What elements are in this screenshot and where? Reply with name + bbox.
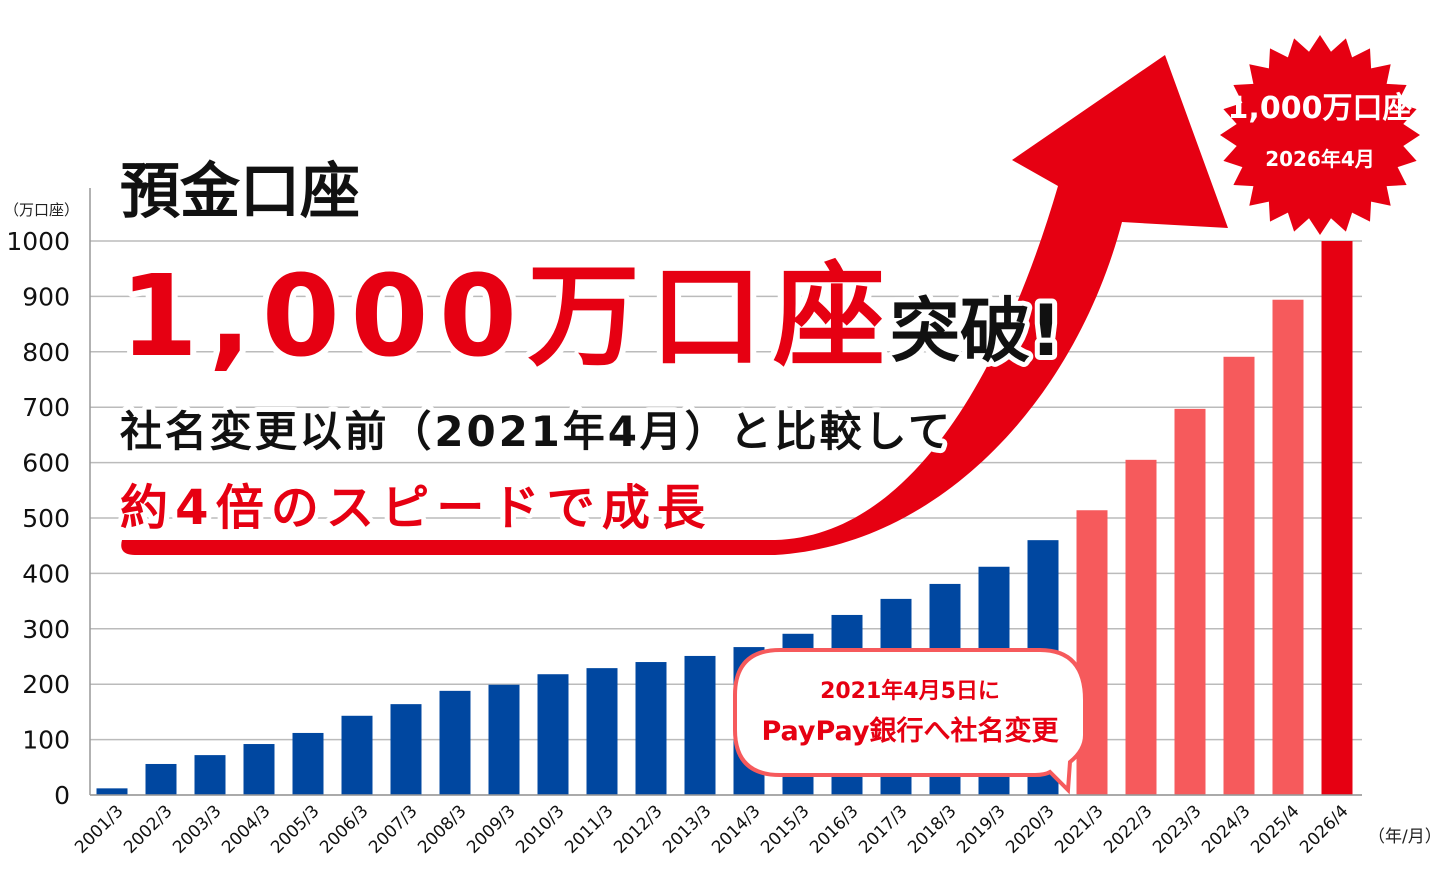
x-tick-label: 2001/3: [71, 801, 127, 857]
badge-text: 1,000万口座: [1228, 91, 1413, 126]
x-tick-label: 2013/3: [659, 801, 715, 857]
x-tick-label: 2023/3: [1149, 801, 1205, 857]
bar: [1125, 459, 1157, 795]
x-tick-label: 2019/3: [953, 801, 1009, 857]
bar: [243, 744, 275, 795]
y-tick-label: 200: [22, 670, 70, 699]
bar: [96, 788, 128, 795]
x-tick-label: 2009/3: [463, 801, 519, 857]
headline-big: 1,000万口座: [120, 252, 885, 382]
x-tick-label: 2021/3: [1051, 801, 1107, 857]
bar: [194, 755, 226, 795]
x-tick-label: 2002/3: [120, 801, 176, 857]
bar: [586, 668, 618, 795]
subline: 社名変更以前（2021年4月）と比較して: [120, 407, 950, 456]
callout-text: 2021年4月5日に: [820, 678, 1000, 704]
x-tick-label: 2026/4: [1296, 801, 1352, 857]
x-tick-label: 2008/3: [414, 801, 470, 857]
bar: [537, 674, 569, 795]
x-tick-label: 2011/3: [561, 801, 617, 857]
x-tick-label: 2003/3: [169, 801, 225, 857]
x-tick-label: 2010/3: [512, 801, 568, 857]
bar: [439, 690, 471, 795]
x-tick-label: 2022/3: [1100, 801, 1156, 857]
bar: [1272, 299, 1304, 795]
bar: [488, 684, 520, 795]
badge-burst: [1220, 35, 1420, 235]
bar: [390, 704, 422, 795]
bar: [1321, 241, 1353, 795]
y-unit: （万口座）: [4, 201, 79, 219]
x-tick-label: 2025/4: [1247, 801, 1303, 857]
x-tick-label: 2016/3: [806, 801, 862, 857]
x-tick-label: 2015/3: [757, 801, 813, 857]
x-tick-label: 2005/3: [267, 801, 323, 857]
bar: [635, 662, 667, 795]
x-unit: （年/月）: [1368, 827, 1442, 847]
x-tick-label: 2018/3: [904, 801, 960, 857]
x-tick-label: 2014/3: [708, 801, 764, 857]
y-tick-label: 300: [22, 615, 70, 644]
badge: [1220, 35, 1420, 235]
callout-bubble: [733, 648, 1087, 795]
x-tick-label: 2020/3: [1002, 801, 1058, 857]
y-tick-label: 1000: [6, 227, 70, 256]
x-tick-label: 2024/3: [1198, 801, 1254, 857]
bar: [1223, 356, 1255, 795]
bar: [1174, 408, 1206, 795]
headline-suffix: 突破!: [890, 290, 1062, 372]
y-tick-label: 0: [54, 781, 70, 810]
bar: [341, 715, 373, 795]
x-tick-label: 2012/3: [610, 801, 666, 857]
bar: [145, 763, 177, 795]
badge-date: 2026年4月: [1265, 147, 1375, 171]
subline-red: 約4倍のスピードで成長: [120, 480, 706, 536]
y-tick-label: 100: [22, 726, 70, 755]
x-tick-label: 2006/3: [316, 801, 372, 857]
callout-text: PayPay銀行へ社名変更: [761, 715, 1059, 747]
headline: 預金口座: [120, 157, 360, 227]
y-tick-label: 500: [22, 504, 70, 533]
x-tick-label: 2007/3: [365, 801, 421, 857]
x-tick-label: 2017/3: [855, 801, 911, 857]
y-tick-label: 700: [22, 393, 70, 422]
bar: [684, 655, 716, 795]
bar: [292, 732, 324, 795]
y-tick-label: 800: [22, 338, 70, 367]
y-tick-label: 600: [22, 449, 70, 478]
x-tick-label: 2004/3: [218, 801, 274, 857]
growth-arrow: [121, 55, 1229, 555]
y-tick-label: 400: [22, 559, 70, 588]
y-tick-label: 900: [22, 282, 70, 311]
